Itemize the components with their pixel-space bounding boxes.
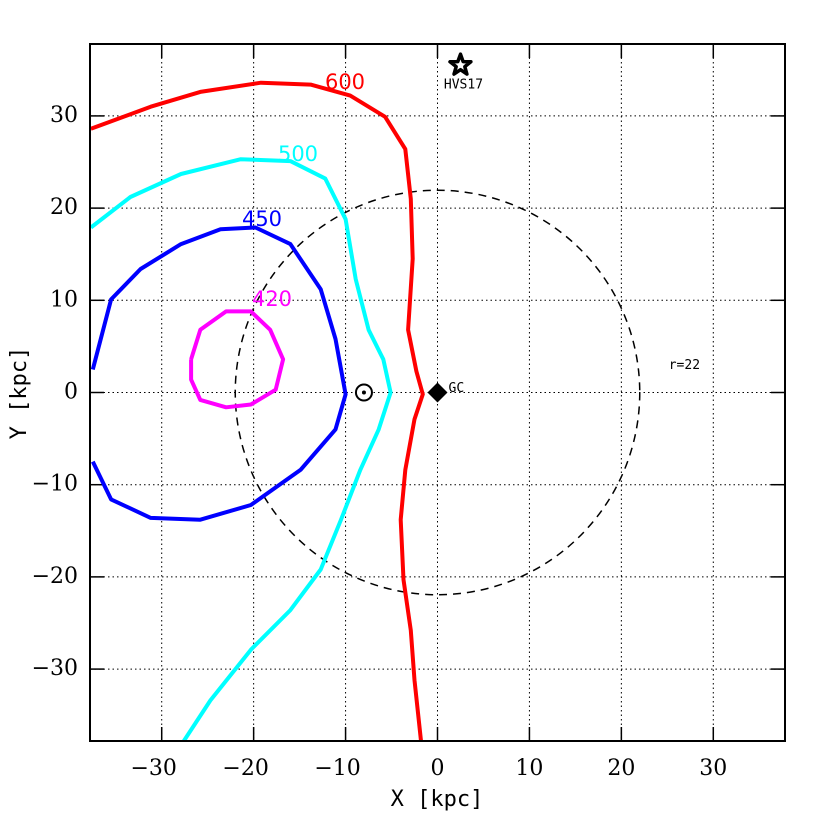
contour-line [90, 225, 348, 522]
y-tick-label: −10 [32, 472, 78, 497]
contour-label: 450 [242, 207, 282, 231]
contour-line [90, 157, 393, 741]
y-tick-label: 20 [50, 195, 78, 220]
x-tick-label: 10 [515, 756, 543, 781]
sun-dot [361, 390, 366, 395]
y-tick-label: −30 [32, 656, 78, 681]
x-tick-label: 30 [699, 756, 727, 781]
x-tick-label: −20 [222, 756, 268, 781]
circle-label: r=22 [669, 358, 700, 373]
y-tick-label: −20 [32, 564, 78, 589]
y-tick-label: 30 [50, 103, 78, 128]
marker [427, 382, 448, 403]
radius-circle [234, 189, 641, 596]
x-tick-label: −30 [130, 756, 176, 781]
marker [448, 52, 473, 76]
x-tick-label: −10 [314, 756, 360, 781]
marker-label: GC [449, 381, 465, 396]
contour-label: 500 [278, 142, 318, 166]
y-tick-label: 10 [50, 287, 78, 312]
x-tick-label: 20 [607, 756, 635, 781]
contour-label: 420 [252, 287, 292, 311]
contour-line [189, 309, 286, 410]
x-tick-label: 0 [431, 756, 445, 781]
y-tick-label: 0 [64, 380, 78, 405]
x-axis-label: X [kpc] [391, 787, 484, 812]
contour-line [90, 80, 425, 741]
contour-label: 600 [325, 70, 365, 94]
plot-frame [89, 43, 786, 742]
y-axis-label: Y [kpc] [7, 347, 32, 440]
marker-label: HVS17 [444, 78, 483, 93]
